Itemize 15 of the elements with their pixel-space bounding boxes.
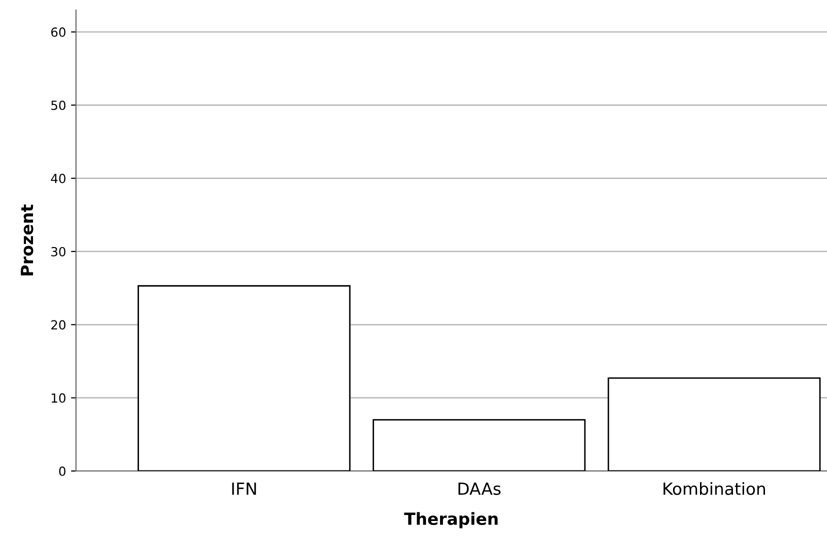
y-tick-label: 50: [51, 100, 66, 110]
y-tick-label: 30: [51, 246, 66, 256]
x-tick-label: DAAs: [458, 482, 501, 496]
bar: [138, 285, 351, 471]
y-axis-title: Prozent: [20, 204, 34, 276]
x-tick-label: IFN: [232, 482, 256, 495]
y-tick-label: 40: [50, 174, 66, 184]
y-tick-label: 20: [51, 320, 66, 330]
bar: [608, 377, 821, 471]
y-tick-label: 0: [59, 466, 66, 476]
bar: [372, 419, 586, 471]
y-tick-label: 10: [52, 393, 66, 403]
y-tick-label: 60: [51, 27, 66, 37]
x-tick-label: Kombination: [664, 482, 765, 496]
x-axis-title: Therapien: [404, 512, 498, 528]
